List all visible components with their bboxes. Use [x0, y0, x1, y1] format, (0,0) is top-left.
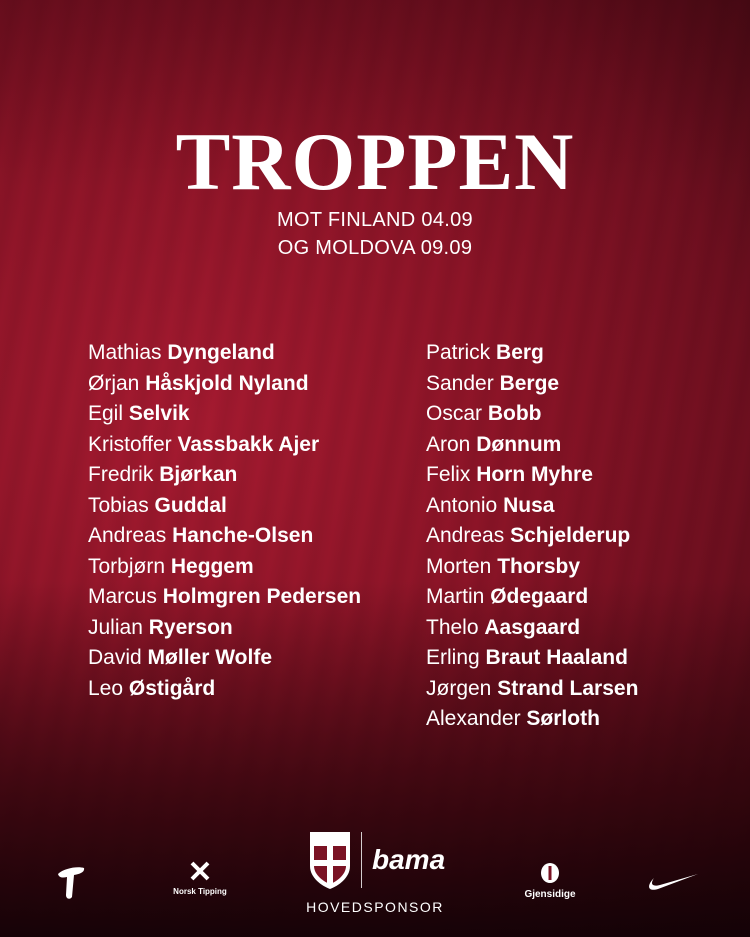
player-last-name: Ryerson — [148, 615, 233, 639]
player-last-name: Heggem — [170, 554, 254, 578]
player-row: Oscar Bobb — [426, 399, 638, 430]
norsk-tipping-icon — [190, 861, 210, 881]
player-last-name: Schjelderup — [510, 524, 631, 547]
player-row: Marcus Holmgren Pedersen — [88, 582, 361, 613]
player-row: Andreas Hanche-Olsen — [88, 521, 361, 552]
player-last-name: Thorsby — [497, 554, 581, 578]
player-last-name: Sørloth — [526, 707, 600, 730]
player-first-name: David — [88, 646, 142, 669]
player-row: Andreas Schjelderup — [426, 521, 638, 552]
player-last-name: Nusa — [503, 493, 555, 517]
player-last-name: Dyngeland — [167, 341, 275, 364]
player-first-name: Alexander — [426, 707, 521, 730]
player-first-name: Mathias — [88, 341, 162, 364]
player-first-name: Aron — [426, 432, 471, 456]
player-first-name: Oscar — [426, 402, 483, 425]
main-sponsor-label: HOVEDSPONSOR — [306, 899, 444, 915]
player-last-name: Dønnum — [476, 432, 562, 456]
player-last-name: Hanche-Olsen — [172, 524, 314, 547]
player-first-name: Felix — [426, 463, 471, 486]
player-last-name: Aasgaard — [484, 615, 581, 639]
player-first-name: Marcus — [88, 585, 157, 608]
bama-logo: bama — [372, 844, 446, 875]
player-last-name: Ødegaard — [490, 585, 589, 608]
player-first-name: Erling — [426, 646, 480, 669]
player-first-name: Thelo — [426, 615, 479, 639]
player-row: Leo Østigård — [88, 674, 361, 705]
page-title: TROPPEN — [175, 116, 575, 207]
player-first-name: Andreas — [426, 524, 505, 547]
player-row: Sander Berge — [426, 369, 638, 400]
player-first-name: Kristoffer — [88, 432, 172, 456]
player-row: Felix Horn Myhre — [426, 460, 638, 491]
player-row: Jørgen Strand Larsen — [426, 674, 638, 705]
player-last-name: Bobb — [487, 402, 542, 425]
squad-right-column: Patrick Berg Sander Berge Oscar Bobb Aron D… — [426, 338, 638, 735]
gjensidige-label: Gjensidige — [524, 889, 576, 900]
player-row: Tobias Guddal — [88, 491, 361, 522]
player-first-name: Julian — [88, 615, 143, 639]
player-row: Julian Ryerson — [88, 613, 361, 644]
telenor-logo-icon — [54, 864, 86, 905]
sponsor-bar: Norsk Tipping bama HOVEDSPONSOR Gjensidi… — [0, 820, 750, 930]
player-first-name: Morten — [426, 554, 492, 578]
player-row: Fredrik Bjørkan — [88, 460, 361, 491]
player-last-name: Strand Larsen — [497, 676, 639, 700]
player-last-name: Holmgren Pedersen — [162, 585, 362, 608]
player-first-name: Antonio — [426, 493, 498, 517]
player-last-name: Bjørkan — [159, 463, 238, 486]
player-last-name: Berge — [499, 371, 560, 395]
player-row: Morten Thorsby — [426, 552, 638, 583]
gjensidige-icon — [541, 863, 559, 883]
gjensidige-logo: Gjensidige — [515, 862, 585, 900]
player-first-name: Egil — [88, 402, 124, 425]
player-row: Patrick Berg — [426, 338, 638, 369]
player-first-name: Andreas — [88, 524, 167, 547]
player-row: Antonio Nusa — [426, 491, 638, 522]
subtitle-moldova: OG MOLDOVA 09.09 — [277, 237, 473, 259]
player-first-name: Jørgen — [426, 676, 492, 700]
player-last-name: Guddal — [154, 493, 227, 517]
nff-crest-icon — [308, 830, 352, 895]
player-last-name: Håskjold Nyland — [145, 371, 309, 395]
player-last-name: Horn Myhre — [476, 463, 593, 486]
player-row: Alexander Sørloth — [426, 704, 638, 735]
player-first-name: Fredrik — [88, 463, 154, 486]
subtitle-finland: MOT FINLAND 04.09 — [277, 209, 473, 231]
player-first-name: Tobias — [88, 493, 149, 517]
player-row: Mathias Dyngeland — [88, 338, 361, 369]
norsk-tipping-logo: Norsk Tipping — [170, 860, 230, 896]
player-row: Aron Dønnum — [426, 430, 638, 461]
squad-left-column: Mathias Dyngeland Ørjan Håskjold Nyland Eg… — [88, 338, 361, 704]
nike-swoosh-icon — [646, 872, 698, 897]
player-last-name: Selvik — [128, 402, 190, 425]
player-first-name: Torbjørn — [88, 554, 166, 578]
player-last-name: Vassbakk Ajer — [177, 432, 320, 456]
player-row: David Møller Wolfe — [88, 643, 361, 674]
player-last-name: Berg — [496, 341, 544, 364]
player-first-name: Martin — [426, 585, 485, 608]
player-row: Kristoffer Vassbakk Ajer — [88, 430, 361, 461]
player-last-name: Østigård — [128, 676, 216, 700]
player-row: Torbjørn Heggem — [88, 552, 361, 583]
sponsor-divider — [361, 832, 362, 888]
player-first-name: Leo — [88, 676, 124, 700]
player-row: Erling Braut Haaland — [426, 643, 638, 674]
player-first-name: Patrick — [426, 341, 491, 364]
norsk-tipping-label: Norsk Tipping — [173, 887, 227, 896]
player-row: Martin Ødegaard — [426, 582, 638, 613]
player-last-name: Møller Wolfe — [147, 646, 272, 669]
player-row: Ørjan Håskjold Nyland — [88, 369, 361, 400]
player-first-name: Sander — [426, 371, 494, 395]
player-last-name: Braut Haaland — [485, 646, 628, 669]
player-first-name: Ørjan — [88, 371, 140, 395]
player-row: Thelo Aasgaard — [426, 613, 638, 644]
player-row: Egil Selvik — [88, 399, 361, 430]
